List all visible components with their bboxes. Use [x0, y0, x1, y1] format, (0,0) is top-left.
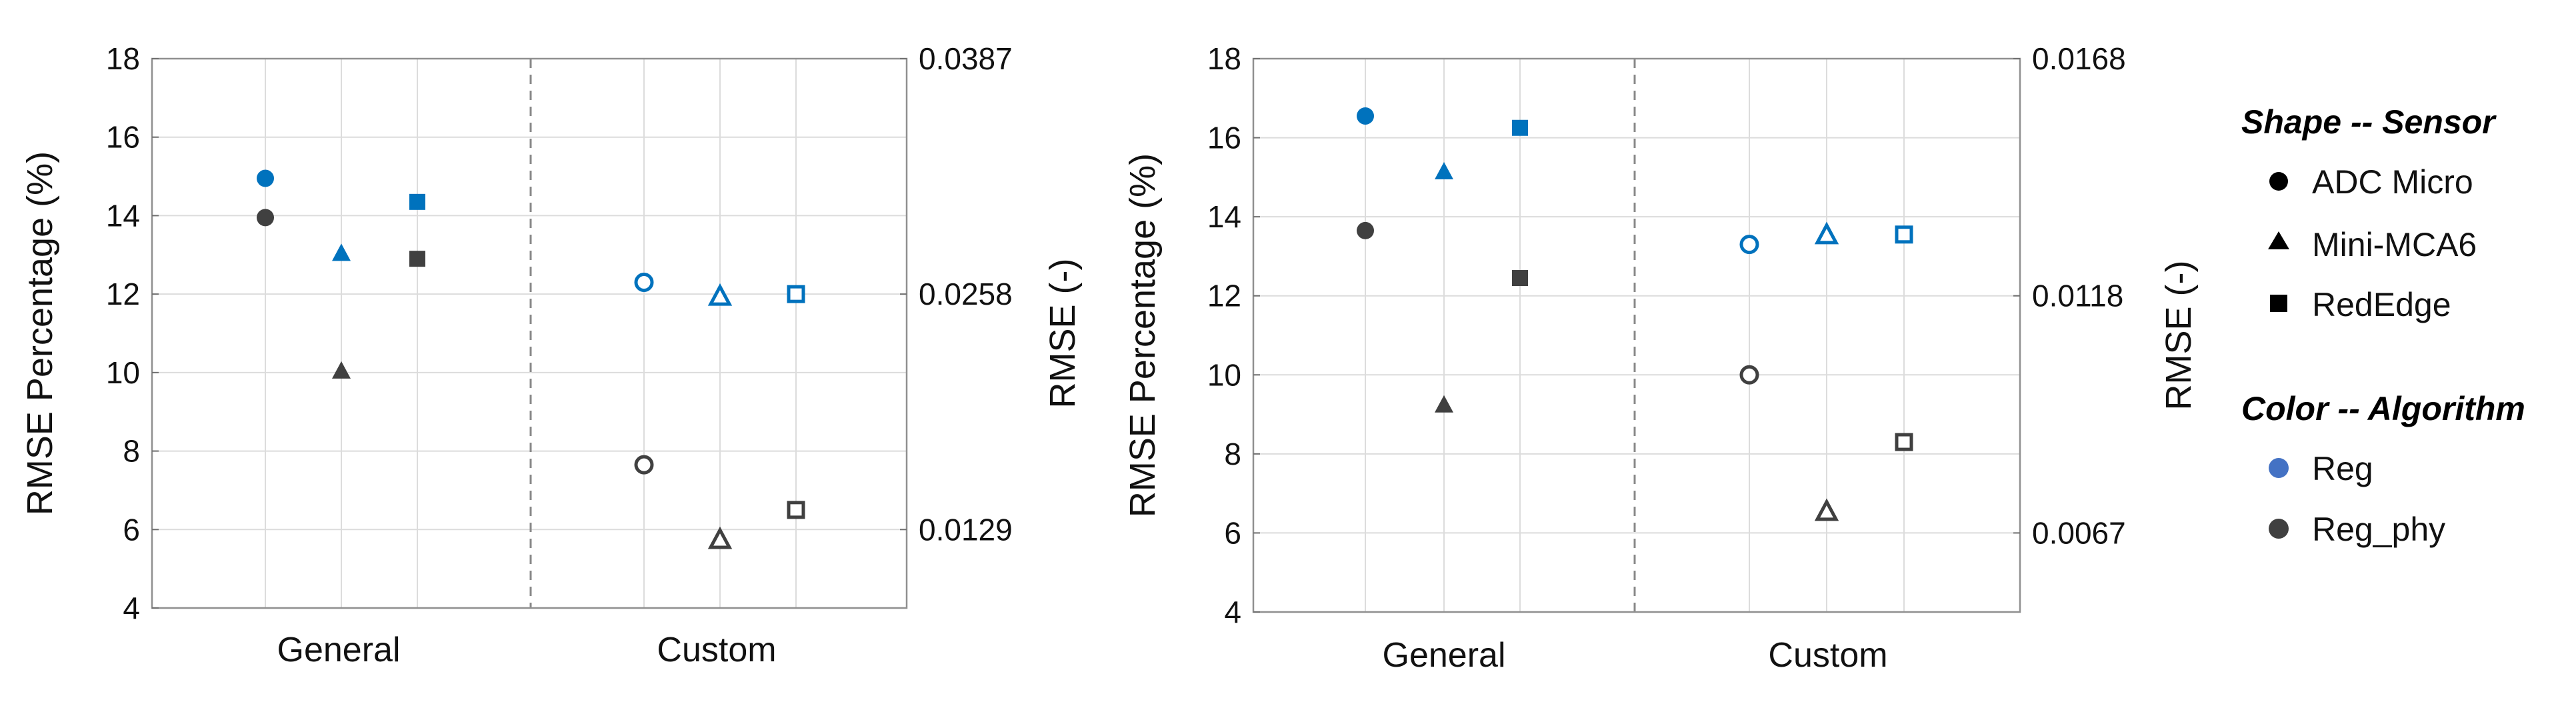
- point-reg-general-mini-mca6: [1435, 161, 1453, 179]
- x-category-label-general: General: [1383, 636, 1506, 675]
- y-tick-label: 12: [106, 277, 140, 311]
- legend-item-rededge: RedEdge: [2312, 286, 2451, 323]
- point-reg-phy-general-adc-micro: [257, 209, 274, 227]
- legend-swatch-reg-phy: [2269, 519, 2289, 539]
- y2-axis-title: RMSE (-): [1043, 259, 1083, 409]
- point-reg-phy-general-rededge: [409, 251, 425, 267]
- y-tick-label: 4: [1224, 595, 1241, 629]
- y-tick-label: 18: [106, 41, 140, 76]
- legend-swatch-reg: [2269, 458, 2289, 478]
- legend-shape-heading: Shape -- Sensor: [2241, 103, 2497, 141]
- point-reg-phy-custom-mini-mca6: [707, 526, 733, 549]
- y-tick-label: 6: [123, 512, 140, 547]
- circle-icon: [2269, 172, 2288, 191]
- y-tick-label: 8: [123, 434, 140, 469]
- legend-item-reg-phy: Reg_phy: [2312, 511, 2445, 548]
- y-tick-label: 10: [1207, 357, 1241, 392]
- point-reg-general-adc-micro: [1357, 107, 1374, 125]
- y2-tick-label: 0.0118: [2032, 279, 2123, 313]
- y-tick-label: 16: [1207, 121, 1241, 155]
- legend-item-reg: Reg: [2312, 450, 2373, 487]
- y-axis-title: RMSE Percentage (%): [1123, 153, 1163, 517]
- y-tick-label: 10: [106, 355, 140, 390]
- point-reg-general-adc-micro: [257, 169, 274, 187]
- point-reg-phy-custom-rededge: [1895, 433, 1913, 451]
- y-tick-label: 14: [106, 198, 140, 233]
- point-reg-phy-general-mini-mca6: [1435, 395, 1453, 413]
- y-tick-label: 8: [1224, 437, 1241, 471]
- point-reg-custom-adc-micro: [1739, 235, 1759, 255]
- plot-frame: [151, 57, 908, 609]
- point-reg-phy-general-mini-mca6: [332, 361, 351, 379]
- chart-right: 4 6 8 10 12 14 16 18 0.0168 0.0118 0.0067 General Cu…: [1123, 41, 2199, 675]
- point-reg-general-mini-mca6: [332, 243, 351, 261]
- legend: Shape -- Sensor ADC Micro Mini-MCA6 RedE…: [2241, 103, 2525, 548]
- y-tick-label: 12: [1207, 279, 1241, 313]
- point-reg-phy-general-adc-micro: [1357, 221, 1374, 239]
- point-reg-custom-mini-mca6: [1814, 221, 1839, 245]
- x-category-label-general: General: [277, 631, 401, 669]
- point-reg-custom-mini-mca6: [707, 283, 733, 306]
- point-reg-custom-rededge: [787, 285, 805, 303]
- point-reg-phy-custom-mini-mca6: [1814, 498, 1839, 521]
- y-tick-label: 18: [1207, 41, 1241, 76]
- chart-left: 4 6 8 10 12 14 16 18 0.0387 0.0258 0.0129 General Cu…: [20, 41, 1083, 669]
- y2-tick-label: 0.0129: [919, 512, 1013, 547]
- y2-axis-title: RMSE (-): [2159, 261, 2199, 411]
- point-reg-phy-custom-adc-micro: [634, 455, 654, 475]
- y2-tick-label: 0.0067: [2032, 515, 2126, 550]
- y2-tick-label: 0.0387: [919, 41, 1013, 76]
- triangle-icon: [2268, 231, 2289, 249]
- y-tick-label: 4: [123, 591, 140, 625]
- y2-tick-label: 0.0258: [919, 277, 1013, 311]
- point-reg-custom-adc-micro: [634, 272, 654, 292]
- x-category-label-custom: Custom: [1768, 636, 1887, 675]
- y-tick-label: 6: [1224, 515, 1241, 550]
- point-reg-phy-general-rededge: [1512, 270, 1528, 287]
- legend-item-adc-micro: ADC Micro: [2312, 163, 2473, 201]
- x-category-label-custom: Custom: [657, 631, 776, 669]
- point-reg-general-rededge: [409, 193, 425, 210]
- y-tick-label: 14: [1207, 199, 1241, 234]
- y-axis-title: RMSE Percentage (%): [20, 151, 60, 515]
- legend-color-heading: Color -- Algorithm: [2241, 390, 2525, 427]
- plot-frame: [1252, 57, 2021, 613]
- point-reg-custom-rededge: [1895, 225, 1913, 244]
- square-icon: [2270, 295, 2287, 312]
- y2-tick-label: 0.0168: [2032, 41, 2126, 76]
- point-reg-general-rededge: [1512, 119, 1528, 136]
- y-tick-label: 16: [106, 120, 140, 155]
- point-reg-phy-custom-rededge: [787, 501, 805, 519]
- legend-item-mini-mca6: Mini-MCA6: [2312, 226, 2477, 263]
- point-reg-phy-custom-adc-micro: [1739, 365, 1759, 385]
